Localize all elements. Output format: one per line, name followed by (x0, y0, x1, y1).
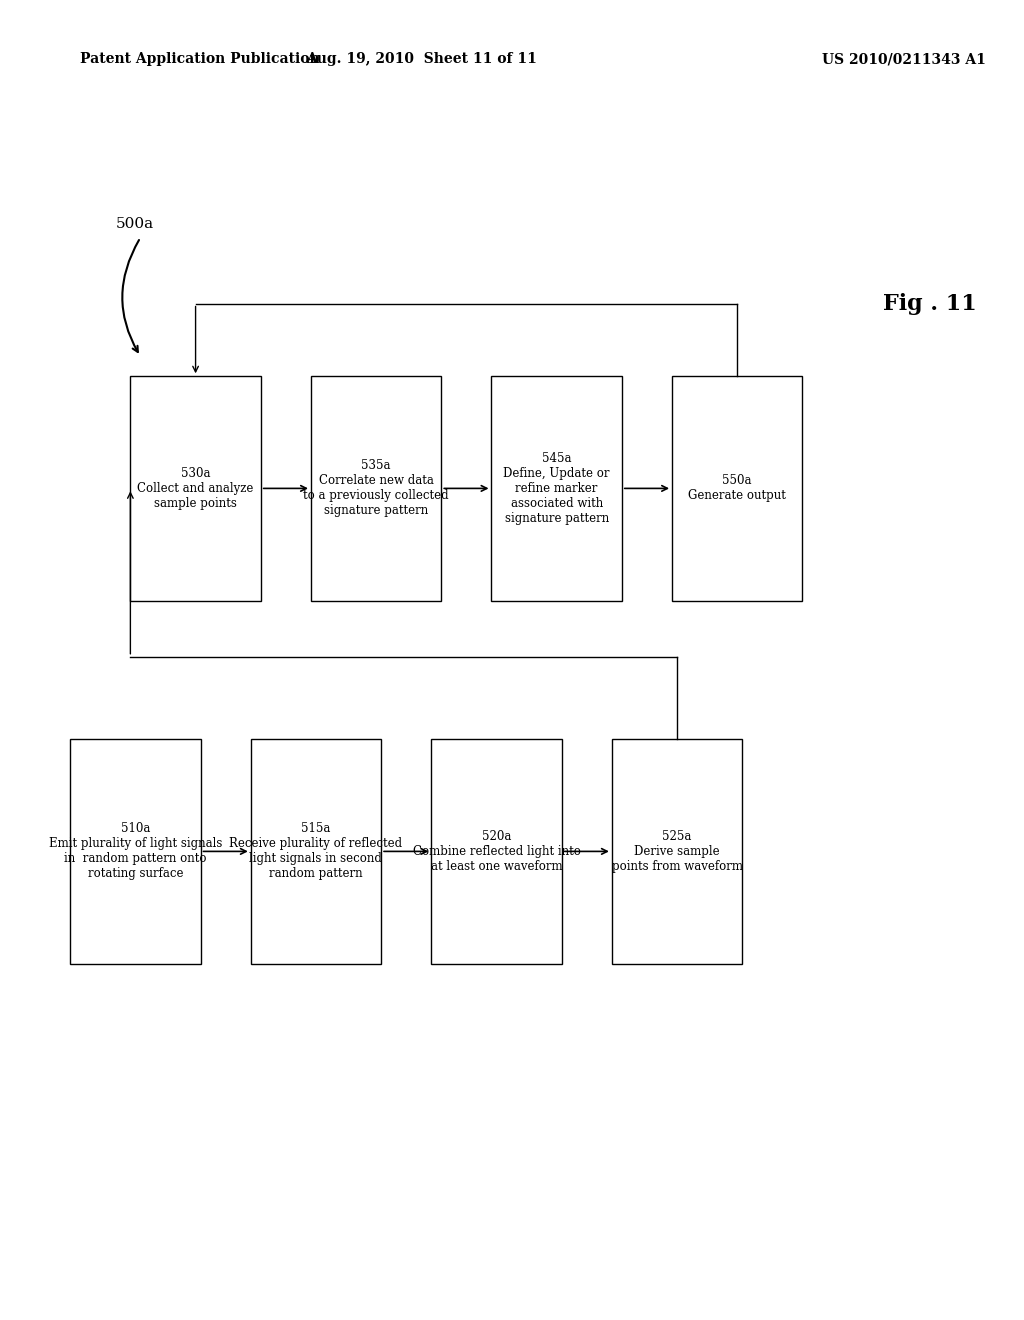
FancyBboxPatch shape (311, 376, 441, 601)
FancyBboxPatch shape (492, 376, 622, 601)
FancyBboxPatch shape (672, 376, 803, 601)
Text: 545a
Define, Update or
refine marker
associated with
signature pattern: 545a Define, Update or refine marker ass… (504, 451, 610, 525)
Text: 510a
Emit plurality of light signals
in  random pattern onto
rotating surface: 510a Emit plurality of light signals in … (49, 822, 222, 880)
FancyBboxPatch shape (71, 739, 201, 964)
Text: Aug. 19, 2010  Sheet 11 of 11: Aug. 19, 2010 Sheet 11 of 11 (306, 53, 537, 66)
Text: 535a
Correlate new data
to a previously collected
signature pattern: 535a Correlate new data to a previously … (303, 459, 449, 517)
Text: 530a
Collect and analyze
sample points: 530a Collect and analyze sample points (137, 467, 254, 510)
Text: 515a
Receive plurality of reflected
light signals in second
random pattern: 515a Receive plurality of reflected ligh… (229, 822, 402, 880)
Text: 525a
Derive sample
points from waveform: 525a Derive sample points from waveform (611, 830, 742, 873)
FancyBboxPatch shape (251, 739, 381, 964)
Text: US 2010/0211343 A1: US 2010/0211343 A1 (822, 53, 986, 66)
Text: Fig . 11: Fig . 11 (883, 293, 976, 314)
Text: 520a
Combine reflected light into
at least one waveform: 520a Combine reflected light into at lea… (413, 830, 581, 873)
Text: 500a: 500a (116, 218, 154, 231)
Text: Patent Application Publication: Patent Application Publication (80, 53, 319, 66)
FancyBboxPatch shape (130, 376, 261, 601)
FancyBboxPatch shape (611, 739, 742, 964)
Text: 550a
Generate output: 550a Generate output (688, 474, 786, 503)
FancyBboxPatch shape (431, 739, 562, 964)
